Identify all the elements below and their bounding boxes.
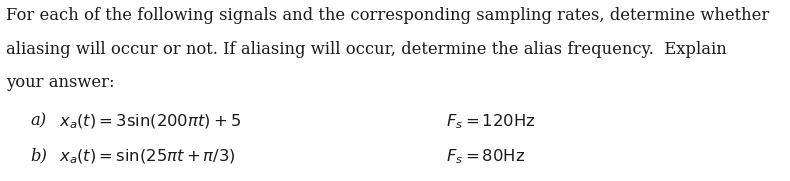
Text: $x_a(t) = 3\sin(200\pi t) + 5$: $x_a(t) = 3\sin(200\pi t) + 5$: [59, 112, 242, 131]
Text: b): b): [30, 148, 47, 165]
Text: $F_s = 120\mathrm{Hz}$: $F_s = 120\mathrm{Hz}$: [446, 112, 536, 131]
Text: a): a): [30, 112, 46, 129]
Text: aliasing will occur or not. If aliasing will occur, determine the alias frequenc: aliasing will occur or not. If aliasing …: [6, 41, 727, 58]
Text: $x_a(t) = \sin(25\pi t + \pi/3)$: $x_a(t) = \sin(25\pi t + \pi/3)$: [59, 148, 236, 166]
Text: For each of the following signals and the corresponding sampling rates, determin: For each of the following signals and th…: [6, 7, 769, 24]
Text: $F_s = 80\mathrm{Hz}$: $F_s = 80\mathrm{Hz}$: [446, 148, 525, 166]
Text: your answer:: your answer:: [6, 74, 115, 91]
